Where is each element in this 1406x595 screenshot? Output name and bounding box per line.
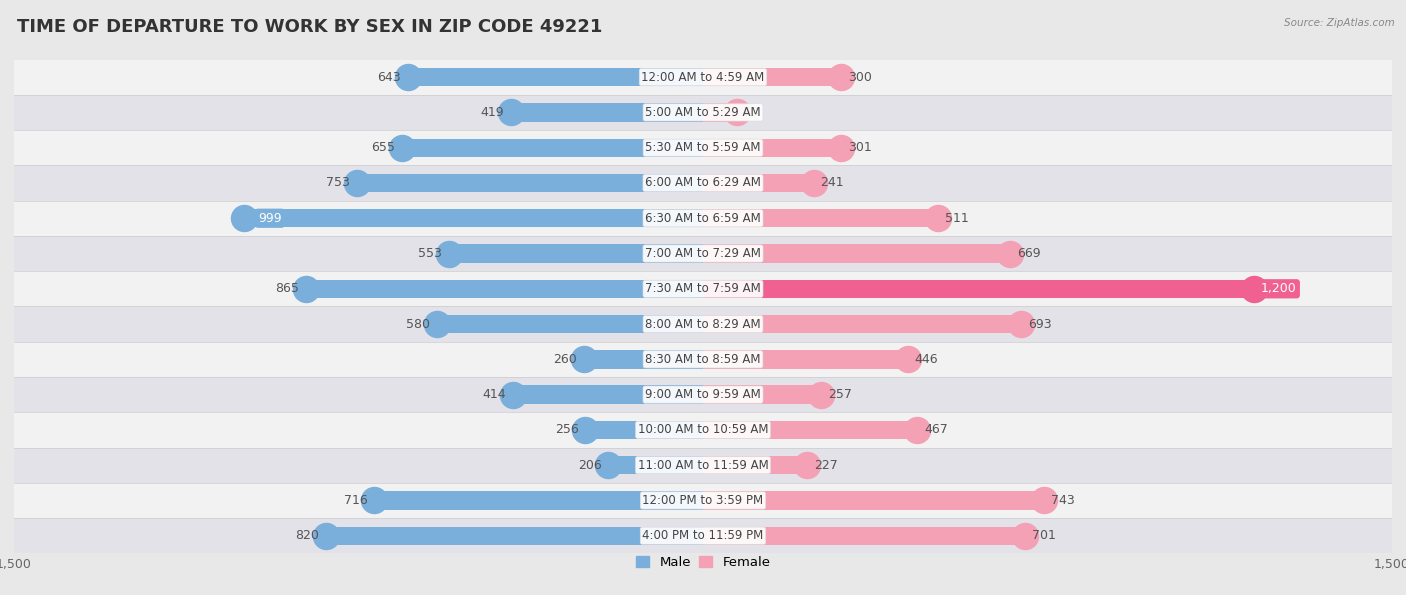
- Text: 701: 701: [1032, 529, 1056, 542]
- Text: 11:00 AM to 11:59 AM: 11:00 AM to 11:59 AM: [638, 459, 768, 472]
- Text: Source: ZipAtlas.com: Source: ZipAtlas.com: [1284, 18, 1395, 28]
- Bar: [703, 280, 1254, 298]
- Bar: [703, 315, 1021, 333]
- Text: 5:00 AM to 5:29 AM: 5:00 AM to 5:29 AM: [645, 106, 761, 119]
- Bar: [14, 236, 1392, 271]
- Bar: [408, 68, 703, 86]
- Bar: [14, 306, 1392, 342]
- Bar: [703, 350, 908, 368]
- Text: 865: 865: [276, 282, 299, 295]
- Bar: [14, 412, 1392, 447]
- Bar: [703, 209, 938, 227]
- Text: 206: 206: [578, 459, 602, 472]
- Text: 12:00 PM to 3:59 PM: 12:00 PM to 3:59 PM: [643, 494, 763, 507]
- Bar: [703, 245, 1011, 262]
- Bar: [703, 68, 841, 86]
- Bar: [357, 174, 703, 192]
- Text: 7:30 AM to 7:59 AM: 7:30 AM to 7:59 AM: [645, 282, 761, 295]
- Bar: [703, 139, 841, 157]
- Bar: [14, 518, 1392, 553]
- Bar: [609, 456, 703, 474]
- Text: 8:30 AM to 8:59 AM: 8:30 AM to 8:59 AM: [645, 353, 761, 366]
- Text: 467: 467: [924, 424, 948, 436]
- Text: 10:00 AM to 10:59 AM: 10:00 AM to 10:59 AM: [638, 424, 768, 436]
- Text: 669: 669: [1017, 247, 1040, 260]
- Text: 73: 73: [744, 106, 759, 119]
- Text: 553: 553: [418, 247, 441, 260]
- Text: 753: 753: [326, 177, 350, 189]
- Bar: [14, 342, 1392, 377]
- Text: 6:30 AM to 6:59 AM: 6:30 AM to 6:59 AM: [645, 212, 761, 225]
- Text: 8:00 AM to 8:29 AM: 8:00 AM to 8:29 AM: [645, 318, 761, 331]
- Text: 580: 580: [406, 318, 430, 331]
- Text: 716: 716: [343, 494, 367, 507]
- Bar: [14, 377, 1392, 412]
- Legend: Male, Female: Male, Female: [630, 550, 776, 574]
- Text: 5:30 AM to 5:59 AM: 5:30 AM to 5:59 AM: [645, 141, 761, 154]
- Bar: [437, 315, 703, 333]
- Bar: [14, 165, 1392, 201]
- Text: 257: 257: [828, 388, 852, 401]
- Bar: [374, 491, 703, 509]
- Text: 693: 693: [1028, 318, 1052, 331]
- Text: 1,200: 1,200: [1261, 282, 1296, 295]
- Bar: [703, 527, 1025, 545]
- Bar: [703, 174, 814, 192]
- Text: 7:00 AM to 7:29 AM: 7:00 AM to 7:29 AM: [645, 247, 761, 260]
- Text: 301: 301: [848, 141, 872, 154]
- Bar: [703, 421, 918, 439]
- Text: 6:00 AM to 6:29 AM: 6:00 AM to 6:29 AM: [645, 177, 761, 189]
- Text: 446: 446: [915, 353, 938, 366]
- Bar: [14, 60, 1392, 95]
- Bar: [14, 447, 1392, 483]
- Text: 9:00 AM to 9:59 AM: 9:00 AM to 9:59 AM: [645, 388, 761, 401]
- Bar: [402, 139, 703, 157]
- Text: 256: 256: [555, 424, 578, 436]
- Text: 12:00 AM to 4:59 AM: 12:00 AM to 4:59 AM: [641, 71, 765, 84]
- Text: 300: 300: [848, 71, 872, 84]
- Bar: [703, 491, 1045, 509]
- Bar: [14, 483, 1392, 518]
- Bar: [510, 104, 703, 121]
- Text: 260: 260: [553, 353, 576, 366]
- Bar: [14, 95, 1392, 130]
- Text: 643: 643: [377, 71, 401, 84]
- Text: 241: 241: [821, 177, 844, 189]
- Bar: [14, 271, 1392, 306]
- Text: TIME OF DEPARTURE TO WORK BY SEX IN ZIP CODE 49221: TIME OF DEPARTURE TO WORK BY SEX IN ZIP …: [17, 18, 602, 36]
- Text: 419: 419: [479, 106, 503, 119]
- Text: 511: 511: [945, 212, 969, 225]
- Text: 999: 999: [257, 212, 281, 225]
- Bar: [583, 350, 703, 368]
- Bar: [703, 386, 821, 404]
- Bar: [449, 245, 703, 262]
- Bar: [513, 386, 703, 404]
- Bar: [14, 130, 1392, 165]
- Text: 655: 655: [371, 141, 395, 154]
- Text: 820: 820: [295, 529, 319, 542]
- Bar: [326, 527, 703, 545]
- Text: 414: 414: [482, 388, 506, 401]
- Bar: [14, 201, 1392, 236]
- Text: 743: 743: [1052, 494, 1076, 507]
- Text: 4:00 PM to 11:59 PM: 4:00 PM to 11:59 PM: [643, 529, 763, 542]
- Bar: [703, 104, 737, 121]
- Bar: [245, 209, 703, 227]
- Bar: [585, 421, 703, 439]
- Text: 227: 227: [814, 459, 838, 472]
- Bar: [703, 456, 807, 474]
- Bar: [305, 280, 703, 298]
